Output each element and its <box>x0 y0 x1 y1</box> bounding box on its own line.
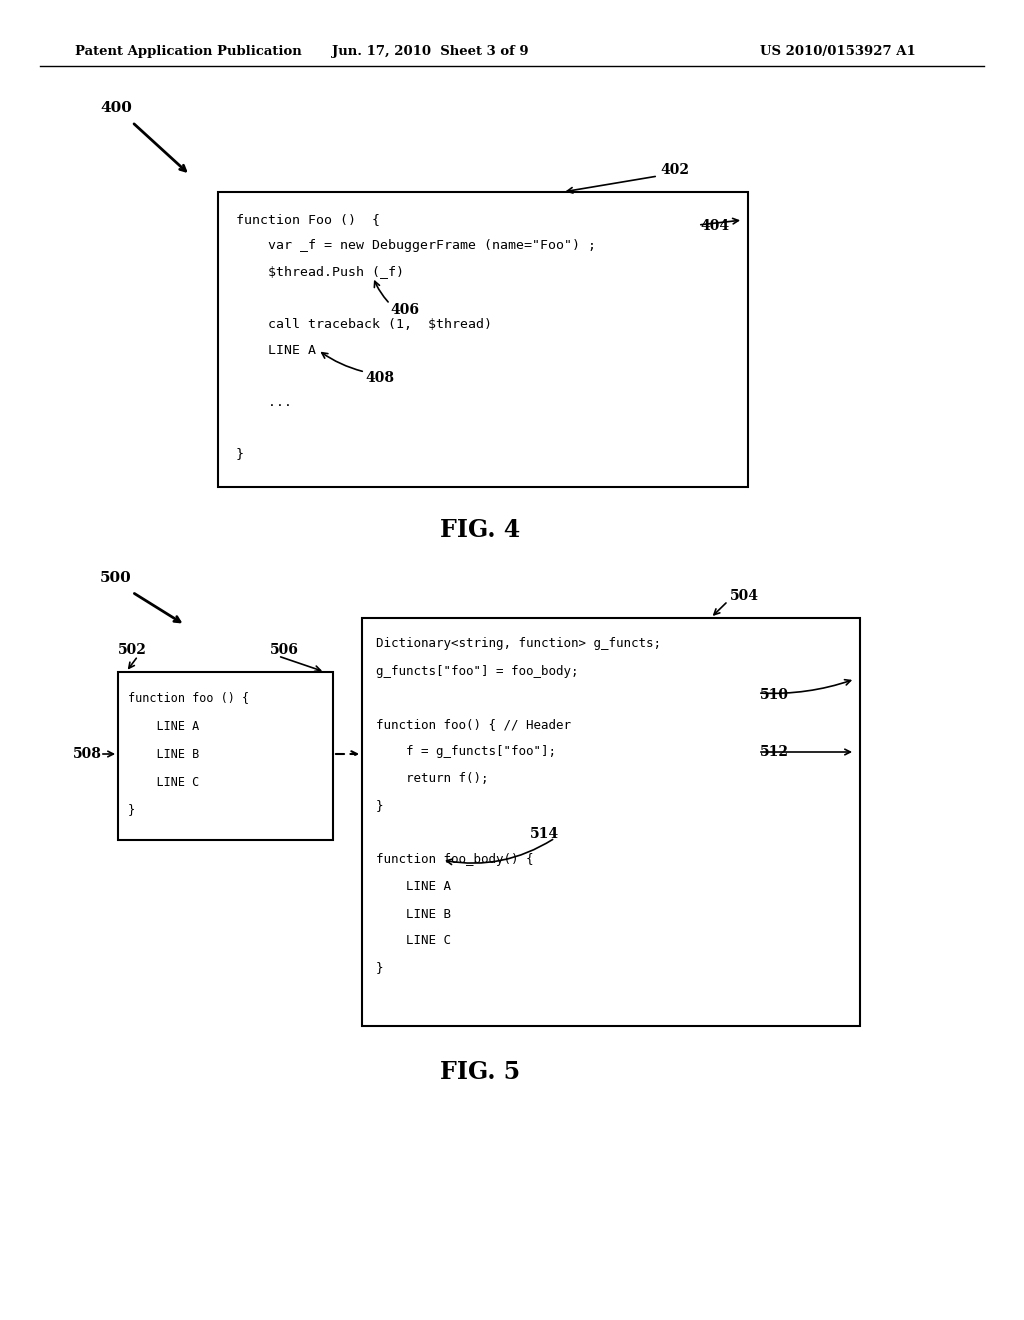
Text: 406: 406 <box>390 304 419 317</box>
Text: }: } <box>376 800 384 813</box>
Text: 404: 404 <box>700 219 729 234</box>
Text: return f();: return f(); <box>376 772 488 785</box>
Text: g_functs["foo"] = foo_body;: g_functs["foo"] = foo_body; <box>376 664 579 677</box>
Text: function foo_body() {: function foo_body() { <box>376 854 534 866</box>
Text: LINE C: LINE C <box>376 935 451 948</box>
Text: 500: 500 <box>100 572 132 585</box>
Text: ...: ... <box>236 396 292 408</box>
Text: 502: 502 <box>118 643 146 657</box>
Text: 400: 400 <box>100 102 132 115</box>
Text: LINE C: LINE C <box>128 776 200 788</box>
Text: 402: 402 <box>660 162 689 177</box>
Text: Patent Application Publication: Patent Application Publication <box>75 45 302 58</box>
Text: LINE B: LINE B <box>128 747 200 760</box>
Text: LINE A: LINE A <box>236 343 316 356</box>
Text: var _f = new DebuggerFrame (name="Foo") ;: var _f = new DebuggerFrame (name="Foo") … <box>236 239 596 252</box>
Text: }: } <box>376 961 384 974</box>
Text: 510: 510 <box>760 688 790 702</box>
Text: 506: 506 <box>270 643 299 657</box>
Text: 508: 508 <box>73 747 101 762</box>
Bar <box>362 618 860 1026</box>
Text: Dictionary<string, function> g_functs;: Dictionary<string, function> g_functs; <box>376 638 662 651</box>
Text: function Foo ()  {: function Foo () { <box>236 214 380 227</box>
Text: Jun. 17, 2010  Sheet 3 of 9: Jun. 17, 2010 Sheet 3 of 9 <box>332 45 528 58</box>
Text: call traceback (1,  $thread): call traceback (1, $thread) <box>236 318 492 330</box>
Text: LINE A: LINE A <box>376 880 451 894</box>
Text: f = g_functs["foo"];: f = g_functs["foo"]; <box>376 746 556 759</box>
Text: FIG. 4: FIG. 4 <box>440 517 520 543</box>
Text: }: } <box>128 804 135 817</box>
Bar <box>218 191 748 487</box>
Text: 408: 408 <box>365 371 394 385</box>
Text: 504: 504 <box>730 589 759 603</box>
Text: function foo() { // Header: function foo() { // Header <box>376 718 571 731</box>
Text: LINE B: LINE B <box>376 908 451 920</box>
Text: US 2010/0153927 A1: US 2010/0153927 A1 <box>760 45 915 58</box>
Text: LINE A: LINE A <box>128 719 200 733</box>
Text: 514: 514 <box>530 828 559 841</box>
Bar <box>118 672 333 840</box>
Text: }: } <box>236 447 244 461</box>
Text: FIG. 5: FIG. 5 <box>440 1060 520 1084</box>
Text: function foo () {: function foo () { <box>128 692 249 705</box>
Text: $thread.Push (_f): $thread.Push (_f) <box>236 265 404 279</box>
Text: 512: 512 <box>760 744 790 759</box>
